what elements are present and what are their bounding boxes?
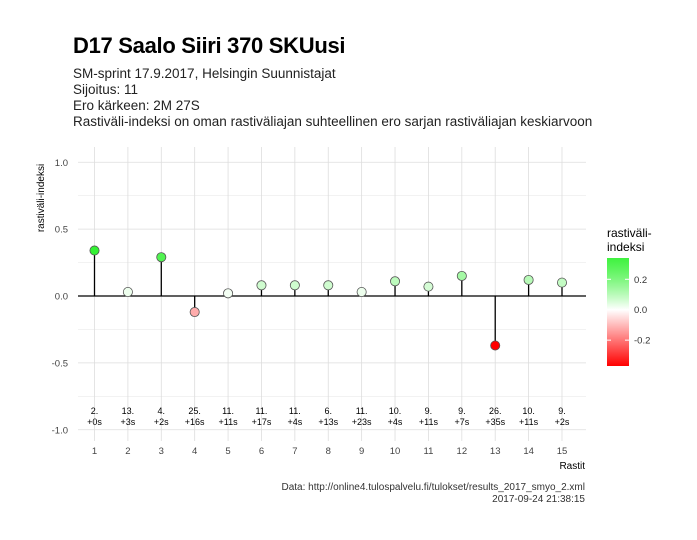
x-tick-label: 3 (159, 446, 164, 457)
split-label-13: +35s (485, 417, 505, 427)
point-2 (122, 286, 133, 297)
rank-label-13: 26. (489, 406, 502, 416)
x-tick-label: 15 (557, 446, 568, 457)
x-tick-label: 2 (125, 446, 130, 457)
y-tick-label: 0.5 (55, 225, 68, 236)
point-15 (557, 277, 568, 288)
x-tick-label: 12 (457, 446, 468, 457)
chart-title: D17 Saalo Siiri 370 SKUusi (73, 33, 346, 58)
point-12 (456, 270, 467, 281)
x-tick-label: 7 (292, 446, 297, 457)
subtitle-rank: Sijoitus: 11 (73, 82, 139, 97)
rank-label-8: 6. (324, 406, 332, 416)
axes: -1.0-0.50.00.51.01 2 3 4 5 6 7 8 9 10 11 12 13 14 15 (52, 158, 568, 457)
legend-tick-label: 0.2 (634, 275, 647, 286)
split-label-6: +17s (252, 417, 272, 427)
x-axis-label: Rastit (559, 461, 585, 472)
point-5 (223, 288, 234, 299)
point-10 (390, 276, 401, 287)
point-8 (323, 280, 334, 291)
rank-label-6: 11. (256, 406, 268, 416)
points (89, 245, 568, 351)
rank-label-7: 11. (289, 406, 301, 416)
y-tick-label: -0.5 (52, 358, 68, 369)
rank-label-12: 9. (458, 406, 466, 416)
grid (78, 147, 586, 441)
split-label-12: +7s (454, 417, 469, 427)
split-label-7: +4s (287, 417, 302, 427)
rank-label-4: 25. (188, 406, 201, 416)
split-label-3: +2s (154, 417, 169, 427)
y-tick-label: -1.0 (52, 425, 68, 436)
rank-label-14: 10. (522, 406, 535, 416)
rank-label-3: 4. (158, 406, 166, 416)
legend-title-line2: indeksi (607, 240, 644, 254)
legend-colorbar (607, 258, 629, 366)
split-labels: 2.+0s13.+3s4.+2s25.+16s11.+11s11.+17s11.… (87, 406, 570, 427)
legend-title-line1: rastiväli- (607, 226, 652, 240)
subtitle-gap: Ero kärkeen: 2M 27S (73, 98, 200, 113)
split-label-2: +3s (121, 417, 136, 427)
y-tick-label: 1.0 (55, 158, 68, 169)
split-label-14: +11s (519, 417, 539, 427)
x-tick-label: 14 (523, 446, 534, 457)
rank-label-5: 11. (222, 406, 234, 416)
x-tick-label: 8 (326, 446, 331, 457)
point-14 (523, 274, 534, 285)
split-label-5: +11s (219, 417, 239, 427)
split-label-15: +2s (555, 417, 570, 427)
split-label-10: +4s (388, 417, 403, 427)
x-tick-label: 13 (490, 446, 501, 457)
point-6 (256, 280, 267, 291)
split-label-4: +16s (185, 417, 205, 427)
rank-label-2: 13. (122, 406, 135, 416)
legend-tick-label: -0.2 (634, 336, 650, 347)
rank-label-15: 9. (558, 406, 566, 416)
timestamp-caption: 2017-09-24 21:38:15 (492, 494, 585, 505)
x-tick-label: 4 (192, 446, 197, 457)
point-7 (289, 280, 300, 291)
rank-label-9: 11. (356, 406, 368, 416)
subtitle-event: SM-sprint 17.9.2017, Helsingin Suunnista… (73, 66, 336, 81)
color-legend: rastiväli- indeksi 0.2 0.0 -0.2 (607, 226, 652, 366)
x-tick-label: 9 (359, 446, 364, 457)
point-1 (89, 245, 100, 256)
point-11 (423, 281, 434, 292)
x-tick-label: 11 (423, 446, 433, 457)
legend-tick-label: 0.0 (634, 305, 647, 316)
rank-label-11: 9. (425, 406, 433, 416)
x-tick-label: 1 (92, 446, 97, 457)
split-label-9: +23s (352, 417, 372, 427)
x-tick-label: 6 (259, 446, 264, 457)
rank-label-1: 2. (91, 406, 99, 416)
y-tick-label: 0.0 (55, 292, 68, 303)
rank-label-10: 10. (389, 406, 402, 416)
data-source-caption: Data: http://online4.tulospalvelu.fi/tul… (281, 482, 585, 493)
split-label-11: +11s (419, 417, 439, 427)
point-9 (356, 286, 367, 297)
subtitle-description: Rastiväli-indeksi on oman rastiväliajan … (73, 114, 593, 129)
point-4 (189, 307, 200, 318)
x-tick-label: 10 (390, 446, 401, 457)
split-label-8: +13s (318, 417, 338, 427)
split-label-1: +0s (87, 417, 102, 427)
x-tick-label: 5 (225, 446, 230, 457)
y-axis-label: rastiväli-indeksi (36, 164, 47, 232)
point-13 (490, 340, 501, 351)
point-3 (156, 252, 167, 263)
